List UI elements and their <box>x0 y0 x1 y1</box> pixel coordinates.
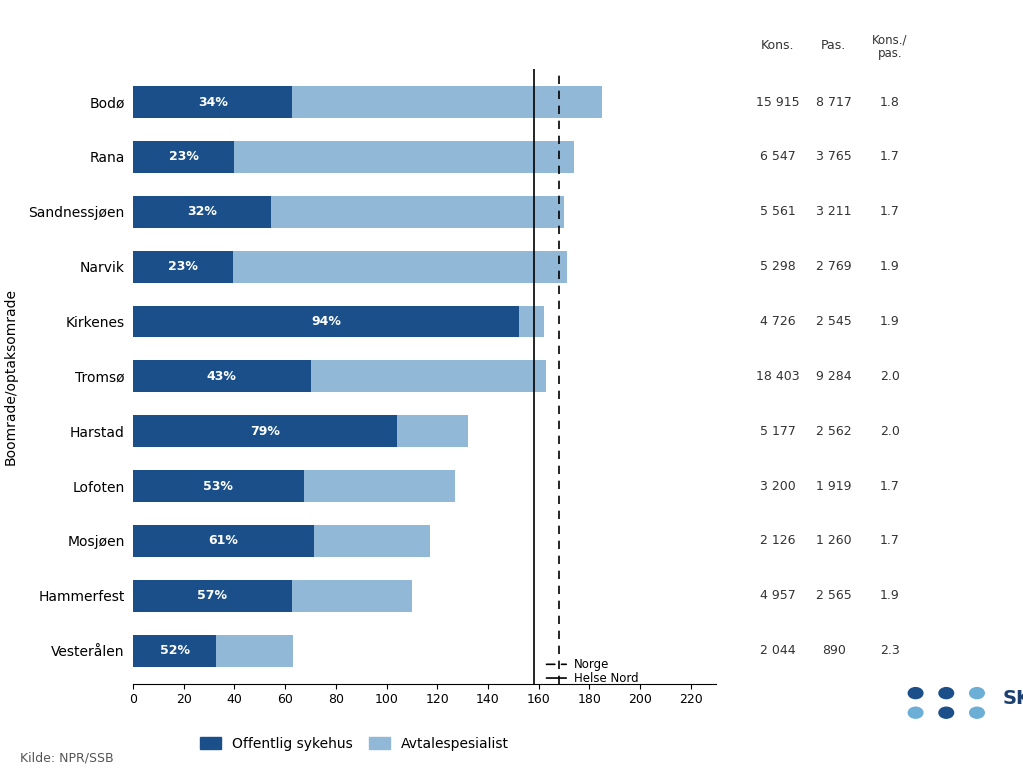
Y-axis label: Boomrade/optaksomrade: Boomrade/optaksomrade <box>3 288 17 465</box>
Text: 2 565: 2 565 <box>816 589 851 602</box>
Text: 94%: 94% <box>311 315 341 328</box>
Bar <box>232 250 567 283</box>
Text: 23%: 23% <box>169 151 198 164</box>
Text: 9 284: 9 284 <box>816 370 851 382</box>
Text: 890: 890 <box>821 644 846 657</box>
Bar <box>133 141 234 173</box>
Text: 6 547: 6 547 <box>760 151 795 164</box>
Text: 18 403: 18 403 <box>756 370 799 382</box>
Text: 4 726: 4 726 <box>760 315 795 328</box>
Bar <box>304 470 455 502</box>
Text: 1.7: 1.7 <box>880 205 900 218</box>
Legend: Offentlig sykehus, Avtalespesialist: Offentlig sykehus, Avtalespesialist <box>194 731 515 756</box>
Text: 3 211: 3 211 <box>816 205 851 218</box>
Text: 2.3: 2.3 <box>880 644 900 657</box>
Bar <box>133 306 519 337</box>
Text: Kilde: NPR/SSB: Kilde: NPR/SSB <box>20 751 115 764</box>
Text: Helse Nord: Helse Nord <box>574 671 638 684</box>
Text: 3 765: 3 765 <box>816 151 851 164</box>
Text: 3 200: 3 200 <box>760 479 795 492</box>
Text: 52%: 52% <box>160 644 189 657</box>
Text: Kons.: Kons. <box>761 39 794 52</box>
Text: 2 562: 2 562 <box>816 425 851 438</box>
Text: 4 957: 4 957 <box>760 589 795 602</box>
Bar <box>397 415 468 447</box>
Text: 15 915: 15 915 <box>756 95 799 108</box>
Text: 2 126: 2 126 <box>760 535 795 548</box>
Text: 53%: 53% <box>204 479 233 492</box>
Text: 5 561: 5 561 <box>760 205 795 218</box>
Text: 79%: 79% <box>251 425 280 438</box>
Text: 2.0: 2.0 <box>880 370 900 382</box>
Text: 23%: 23% <box>168 260 197 273</box>
Text: pas.: pas. <box>878 47 902 60</box>
Bar <box>133 196 271 227</box>
Bar <box>133 415 397 447</box>
Bar <box>234 141 574 173</box>
Bar <box>133 360 311 392</box>
Text: 1.8: 1.8 <box>880 95 900 108</box>
Bar <box>293 86 602 118</box>
Bar <box>292 580 412 611</box>
Text: 57%: 57% <box>197 589 227 602</box>
Text: 2 769: 2 769 <box>816 260 851 273</box>
Bar <box>133 470 304 502</box>
Text: 8 717: 8 717 <box>815 95 852 108</box>
Bar <box>519 306 543 337</box>
Text: 1.9: 1.9 <box>880 260 900 273</box>
Text: 1.7: 1.7 <box>880 151 900 164</box>
Bar <box>133 86 293 118</box>
Bar <box>216 634 293 667</box>
Text: Pas.: Pas. <box>821 39 846 52</box>
Bar <box>311 360 546 392</box>
Text: Kons./: Kons./ <box>873 33 907 46</box>
Text: 1.9: 1.9 <box>880 315 900 328</box>
Bar <box>133 525 314 557</box>
Text: 1.7: 1.7 <box>880 479 900 492</box>
Text: 2 044: 2 044 <box>760 644 795 657</box>
Bar <box>133 250 232 283</box>
Bar <box>271 196 564 227</box>
Bar <box>314 525 430 557</box>
Text: Norge: Norge <box>574 658 610 670</box>
Text: 1 919: 1 919 <box>816 479 851 492</box>
Text: 43%: 43% <box>207 370 236 382</box>
Text: SKDE: SKDE <box>1003 690 1023 708</box>
Text: 2.0: 2.0 <box>880 425 900 438</box>
Text: 1 260: 1 260 <box>816 535 851 548</box>
Text: 61%: 61% <box>209 535 238 548</box>
Bar <box>133 580 292 611</box>
Bar <box>133 634 216 667</box>
Text: 5 177: 5 177 <box>759 425 796 438</box>
Text: 32%: 32% <box>187 205 217 218</box>
Text: 1.9: 1.9 <box>880 589 900 602</box>
Text: 5 298: 5 298 <box>760 260 795 273</box>
Text: 1.7: 1.7 <box>880 535 900 548</box>
Text: 34%: 34% <box>197 95 228 108</box>
Text: 2 545: 2 545 <box>816 315 851 328</box>
